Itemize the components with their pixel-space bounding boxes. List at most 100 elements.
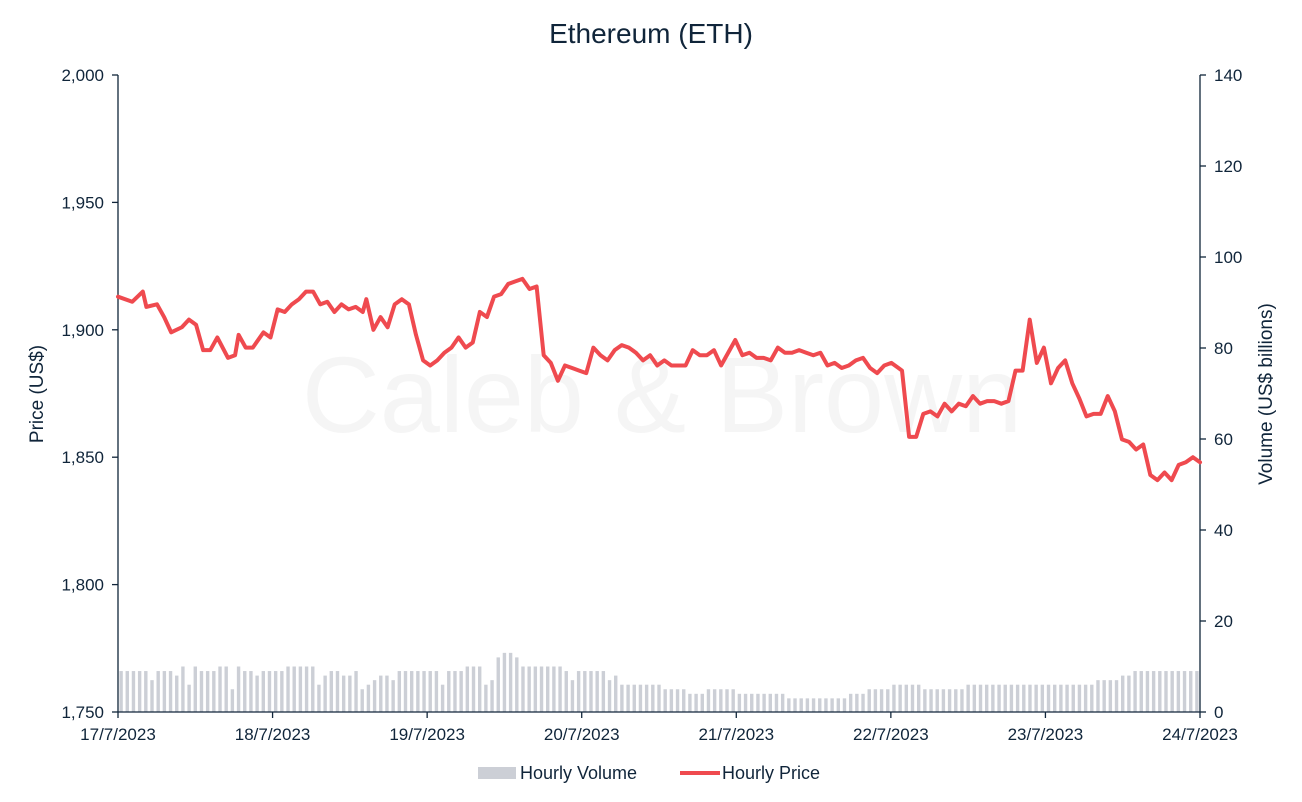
volume-bar <box>416 671 420 712</box>
volume-bar <box>150 680 154 712</box>
volume-bar <box>1053 684 1057 712</box>
volume-bar <box>162 671 167 712</box>
volume-bar <box>515 657 519 712</box>
volume-bar <box>626 684 630 712</box>
y-right-tick-label: 0 <box>1214 703 1223 722</box>
volume-bar <box>261 671 265 712</box>
volume-bar <box>954 689 958 712</box>
volume-bar <box>1139 671 1143 712</box>
volume-bar <box>230 689 235 712</box>
volume-bar <box>447 671 451 712</box>
volume-bar <box>842 698 847 712</box>
volume-bar <box>1071 684 1075 712</box>
volume-bar <box>1127 675 1131 712</box>
volume-bar <box>354 671 358 712</box>
y-right-tick-label: 40 <box>1214 521 1233 540</box>
x-tick-label: 17/7/2023 <box>80 725 156 744</box>
volume-bar <box>1121 675 1125 712</box>
volume-bar <box>947 689 952 712</box>
volume-bar <box>1195 671 1199 712</box>
volume-bar <box>366 684 371 712</box>
volume-bar <box>459 671 463 712</box>
volume-bar <box>682 689 686 712</box>
volume-bar <box>1096 680 1100 712</box>
volume-bar <box>1083 684 1088 712</box>
volume-bar <box>119 671 123 712</box>
y-right-tick-label: 100 <box>1214 248 1242 267</box>
price-line <box>116 276 1202 483</box>
volume-bar <box>984 684 989 712</box>
volume-bar <box>756 693 760 712</box>
x-tick-label: 22/7/2023 <box>853 725 929 744</box>
volume-bar <box>861 693 865 712</box>
volume-bar <box>409 671 414 712</box>
volume-bar <box>546 666 550 712</box>
y-left-tick-label: 1,900 <box>61 321 104 340</box>
volume-bar <box>360 689 364 712</box>
volume-bar <box>403 671 408 712</box>
x-tick-label: 24/7/2023 <box>1162 725 1238 744</box>
volume-bar <box>787 698 791 712</box>
volume-bar <box>916 684 921 712</box>
volume-bar <box>311 666 315 712</box>
volume-bar <box>576 671 581 712</box>
volume-bar <box>811 698 816 712</box>
y-right-tick-label: 20 <box>1214 612 1233 631</box>
volume-bar <box>465 666 470 712</box>
volume-bar <box>181 666 185 712</box>
volume-bar <box>1009 684 1014 712</box>
legend-label-price: Hourly Price <box>722 763 820 783</box>
volume-bar <box>484 684 488 712</box>
volume-bar <box>935 689 939 712</box>
volume-bar <box>199 671 204 712</box>
volume-bar <box>552 666 556 712</box>
volume-bar <box>1151 671 1156 712</box>
volume-bar <box>614 675 618 712</box>
volume-bar <box>156 671 160 712</box>
x-tick-label: 18/7/2023 <box>235 725 311 744</box>
volume-bar <box>632 684 636 712</box>
volume-bar <box>521 666 525 712</box>
y-left-tick-label: 1,750 <box>61 703 104 722</box>
volume-bar <box>799 698 803 712</box>
volume-bar <box>385 675 389 712</box>
volume-bar <box>496 657 500 712</box>
legend-swatch-volume <box>478 767 516 779</box>
volume-bar <box>533 666 538 712</box>
volume-bar <box>478 666 482 712</box>
volume-bar <box>1003 684 1007 712</box>
volume-bar <box>1040 684 1045 712</box>
y-right-tick-label: 140 <box>1214 66 1242 85</box>
volume-bar <box>341 675 346 712</box>
volume-bar <box>892 684 896 712</box>
volume-bar <box>249 671 253 712</box>
x-tick-label: 19/7/2023 <box>389 725 465 744</box>
volume-bar <box>508 652 513 712</box>
volume-bar <box>700 693 704 712</box>
volume-bar <box>607 680 612 712</box>
volume-bar <box>583 671 587 712</box>
axes <box>112 74 1206 718</box>
volume-bar <box>651 684 655 712</box>
volume-bar <box>1176 671 1181 712</box>
volume-bar <box>657 684 661 712</box>
volume-bar <box>706 689 711 712</box>
volume-bar <box>212 671 216 712</box>
volume-bar <box>570 680 575 712</box>
volume-bar <box>1034 684 1038 712</box>
volume-bar <box>428 671 432 712</box>
volume-bar <box>348 675 352 712</box>
volume-bar <box>125 671 129 712</box>
y-right-axis-title: Volume (US$ billions) <box>1256 303 1277 485</box>
volume-bar <box>304 666 309 712</box>
volume-bar <box>131 671 136 712</box>
volume-bar <box>1059 684 1063 712</box>
volume-bar <box>539 666 544 712</box>
volume-bar <box>867 689 871 712</box>
volume-bar <box>558 666 562 712</box>
y-right-tick-label: 60 <box>1214 430 1233 449</box>
volume-bar <box>991 684 995 712</box>
volume-bar <box>886 689 890 712</box>
